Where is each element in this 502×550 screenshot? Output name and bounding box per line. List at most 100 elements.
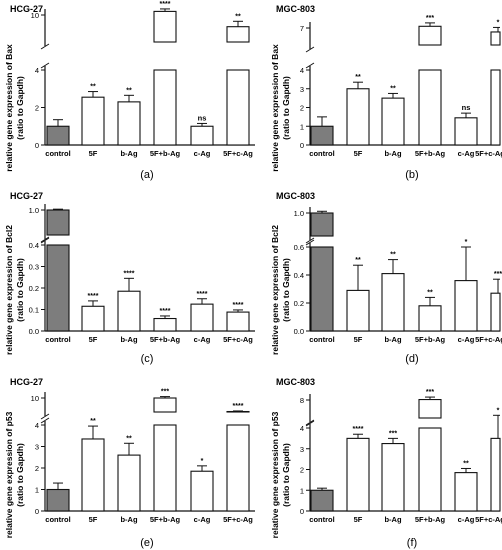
significance-label: *** — [426, 15, 434, 22]
chart-panel-5: HCG-27 relative gene expression of p53 (ra… — [4, 377, 255, 549]
y-tick-label: 1.0 — [29, 206, 39, 215]
x-tick-label: c-Ag — [458, 515, 475, 524]
significance-label: *** — [161, 389, 169, 396]
x-tick-label: control — [309, 149, 334, 158]
bar — [381, 273, 405, 332]
x-tick-label: 5F — [354, 149, 363, 158]
y-axis-label-unit: (ratio to Gapdh) — [281, 258, 291, 322]
bar — [153, 317, 177, 332]
significance-label: ns — [462, 103, 471, 112]
axis-break-mark — [305, 419, 315, 426]
x-tick-label: b-Ag — [384, 335, 401, 344]
x-tick-label: 5F+c-Ag — [223, 335, 253, 344]
bar — [117, 101, 141, 146]
x-tick-label: c-Ag — [194, 149, 211, 158]
y-tick-label: 1 — [35, 486, 39, 495]
significance-label: ** — [355, 257, 361, 264]
y-tick-label: 0 — [300, 507, 304, 516]
significance-label: ** — [427, 289, 433, 296]
chart-title: MGC-803 — [276, 4, 315, 14]
axis-break-mark — [305, 62, 315, 69]
y-axis-label-unit: (ratio to Gapdh) — [281, 443, 291, 507]
significance-label: **** — [233, 403, 244, 410]
y-tick-label: 4 — [300, 66, 304, 75]
x-tick-label: c-Ag — [458, 335, 475, 344]
bar — [46, 244, 70, 332]
significance-label: **** — [197, 291, 208, 298]
bar-upper-segment — [153, 397, 177, 413]
bar — [418, 69, 442, 146]
panel-label: (c) — [141, 353, 154, 365]
axis-break-mark — [305, 46, 315, 53]
axis-break-mark — [40, 236, 50, 243]
bar — [490, 437, 501, 512]
x-tick-label: 5F+b-Ag — [415, 335, 446, 344]
axis-break-mark — [305, 237, 315, 244]
bar — [490, 292, 501, 332]
significance-label: * — [497, 407, 500, 414]
y-tick-label: 10 — [31, 11, 39, 20]
bar — [190, 470, 214, 512]
y-tick-label: 4 — [35, 421, 39, 430]
significance-label: ** — [90, 84, 96, 91]
x-tick-label: control — [45, 149, 70, 158]
chart-panel-6: MGC-803 relative gene expression of p53 (r… — [270, 377, 502, 549]
bar-upper-segment — [418, 398, 442, 419]
significance-label: **** — [124, 270, 135, 277]
significance-label: **** — [88, 293, 99, 300]
x-tick-label: 5F — [89, 515, 98, 524]
bar — [117, 290, 141, 332]
x-tick-label: 5F+c-Ag — [475, 515, 502, 524]
y-axis-label: relative gene expression of p53 — [270, 411, 280, 538]
y-tick-label: 2 — [35, 464, 39, 473]
y-tick-label: 2 — [300, 466, 304, 475]
bar — [346, 88, 370, 146]
x-tick-label: control — [45, 515, 70, 524]
bar — [454, 117, 478, 146]
x-tick-label: 5F+b-Ag — [150, 335, 181, 344]
bar — [454, 472, 478, 512]
x-tick-label: 5F — [354, 335, 363, 344]
y-tick-label: 0.2 — [294, 299, 304, 308]
y-axis-label: relative gene expression of p53 — [4, 411, 14, 538]
y-tick-label: 0.4 — [29, 241, 39, 250]
y-tick-label: 0.4 — [294, 271, 304, 280]
bar — [190, 125, 214, 146]
bar — [226, 311, 250, 332]
x-tick-label: 5F+b-Ag — [415, 515, 446, 524]
x-tick-label: control — [309, 515, 334, 524]
bar — [310, 489, 334, 512]
x-tick-label: 5F+c-Ag — [223, 149, 253, 158]
bar-upper-segment — [310, 212, 334, 237]
significance-label: **** — [353, 426, 364, 433]
y-axis-label-unit: (ratio to Gapdh) — [15, 258, 25, 322]
chart-panel-3: HCG-27 relative gene expression of Bcl2 (r… — [4, 191, 255, 365]
significance-label: ** — [90, 418, 96, 425]
y-tick-label: 3 — [35, 443, 39, 452]
bar — [381, 443, 405, 512]
bar-upper-segment — [226, 26, 250, 43]
y-tick-label: 0.3 — [29, 263, 39, 272]
x-tick-label: c-Ag — [458, 149, 475, 158]
y-axis-label-unit: (ratio to Gapdh) — [15, 443, 25, 507]
y-tick-label: 4 — [35, 66, 39, 75]
y-axis-label-unit: (ratio to Gapdh) — [281, 76, 291, 140]
bar-upper-segment — [490, 31, 501, 46]
x-tick-label: 5F+c-Ag — [223, 515, 253, 524]
bar — [454, 280, 478, 332]
y-tick-label: 0.2 — [29, 284, 39, 293]
significance-label: * — [465, 239, 468, 246]
y-tick-label: 0.1 — [29, 306, 39, 315]
significance-label: ** — [390, 252, 396, 259]
x-tick-label: b-Ag — [384, 149, 401, 158]
bar-upper-segment — [153, 10, 177, 43]
chart-panel-2: MGC-803 relative gene expression of Bax (r… — [270, 4, 502, 181]
y-tick-label: 0 — [35, 507, 39, 516]
panel-label: (f) — [407, 537, 417, 549]
bar — [190, 303, 214, 332]
y-tick-label: 2 — [35, 104, 39, 113]
x-tick-label: c-Ag — [194, 335, 211, 344]
axis-break-mark — [305, 420, 315, 427]
y-axis-label: relative gene expression of Bcl2 — [270, 225, 280, 355]
